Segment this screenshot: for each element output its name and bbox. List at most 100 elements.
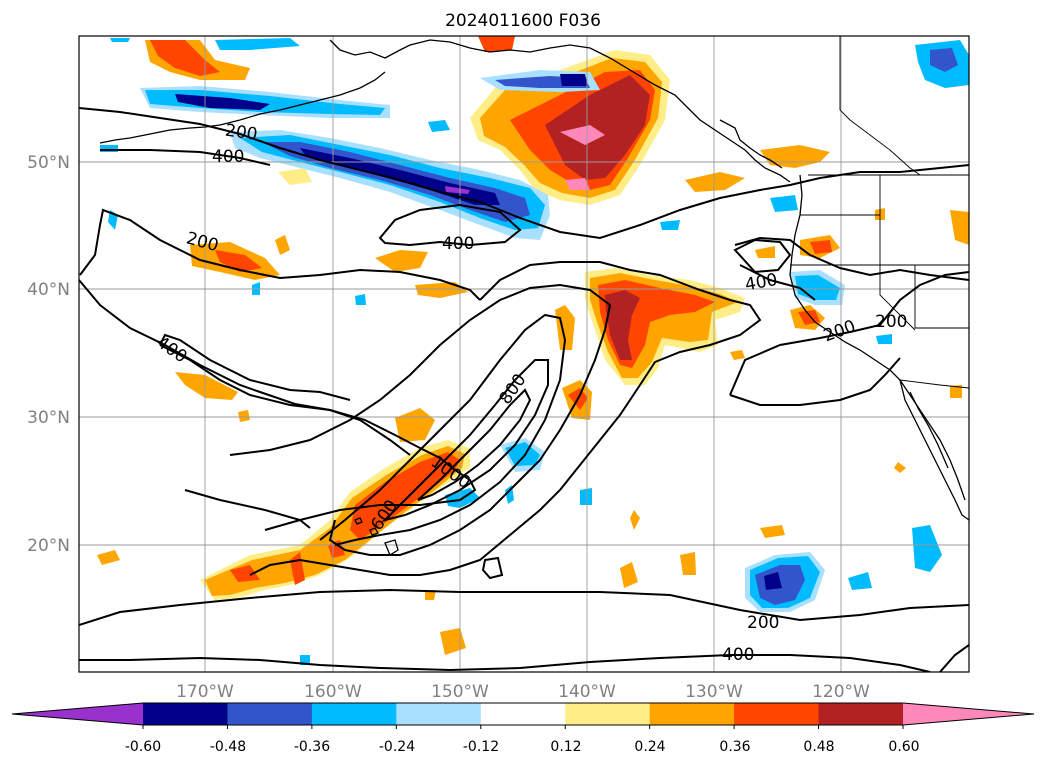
shade-iso-1 — [97, 550, 120, 565]
contour-800 — [381, 359, 549, 522]
colorbar-extend-min — [12, 703, 143, 725]
contour-400-midlat — [378, 203, 522, 247]
border-us-mexico — [899, 379, 969, 389]
border-alaska-canada — [839, 36, 921, 176]
lon-label: 130°W — [685, 682, 743, 702]
contour-label: 200 — [747, 613, 779, 633]
colorbar-segment — [143, 703, 228, 725]
shade-band50n-purple — [445, 186, 470, 194]
contour-200-north — [79, 107, 969, 240]
shade-cool-7 — [580, 488, 592, 505]
contour-200-coast — [734, 236, 969, 281]
shade-iso-2 — [440, 628, 466, 655]
coast-baja — [899, 379, 969, 521]
colorbar-segment — [734, 703, 820, 725]
shade-se-navy — [764, 572, 782, 590]
contour-1000 — [417, 388, 532, 501]
colorbar-tick-label: -0.60 — [125, 739, 161, 755]
colorbar-tick-label: -0.12 — [463, 739, 499, 755]
contour-200-closed-130w — [733, 238, 792, 274]
shade-iso-10 — [238, 410, 250, 422]
contours — [79, 107, 969, 672]
colorbar-tick-label: 0.24 — [634, 739, 665, 755]
border-state-ne — [879, 175, 969, 266]
shade-cool-11 — [876, 334, 892, 344]
colorbar-tick-label: -0.36 — [294, 739, 330, 755]
shade-cp-2 — [375, 250, 428, 272]
map-content: 200 400 400 200 400 800 1000 600 400 200… — [79, 36, 969, 672]
lat-label: 40°N — [27, 280, 70, 300]
lon-label: 140°W — [558, 682, 616, 702]
map-frame — [78, 35, 970, 673]
latitude-labels: 50°N 40°N 30°N 20°N — [27, 153, 70, 556]
shade-baja-cyan — [912, 525, 942, 572]
shade-jet-red2 — [230, 565, 260, 582]
shade-cp-5 — [395, 408, 435, 442]
shade-hawaii-tail — [175, 372, 238, 400]
shade-wc-1-red — [810, 240, 832, 254]
shade-cool-10 — [848, 572, 872, 590]
contour-400-plume — [229, 283, 612, 556]
contour-200-south — [79, 588, 969, 626]
shade-cool-5 — [252, 282, 260, 295]
colorbar-segment — [565, 703, 651, 725]
shade-iso-8 — [730, 350, 745, 360]
shade-145w-a — [555, 305, 575, 350]
coast-baja-inner — [909, 391, 949, 469]
colorbar-ticks: -0.60 -0.48 -0.36 -0.24 -0.12 0.12 0.24 … — [125, 739, 920, 755]
colorbar-segment — [311, 703, 397, 725]
coast-hawaii-small — [354, 517, 363, 525]
shade-canada-2 — [685, 172, 745, 192]
shade-top-tiny — [110, 38, 130, 42]
shade-cool-4 — [660, 220, 680, 230]
coast-us-west — [789, 174, 966, 501]
colorbar-segment — [818, 703, 904, 725]
shade-nw-corner-red — [150, 40, 220, 76]
longitude-labels: 170°W 160°W 150°W 140°W 130°W 120°W — [176, 682, 870, 702]
shade-band55n-navy — [175, 94, 270, 110]
contour-200-coast-inner — [729, 357, 901, 406]
contour-400-west-closing — [159, 333, 351, 401]
contour-label: 400 — [442, 234, 474, 254]
lon-label: 160°W — [304, 682, 362, 702]
coast-bc-islands — [719, 119, 783, 169]
contour-400-sw-closed — [184, 489, 311, 529]
shade-ne-corner-blue — [930, 48, 958, 72]
colorbar-segment — [649, 703, 735, 725]
colorbar-tick-label: 0.48 — [803, 739, 834, 755]
shade-iso-6 — [630, 510, 640, 530]
shade-gulf-alaska-darkred — [545, 75, 650, 180]
shade-wc-2 — [755, 246, 775, 258]
shade-cp-1-red — [215, 250, 262, 272]
colorbar — [11, 702, 1035, 729]
coast-hawaii-mid — [369, 527, 379, 536]
colorbar-segment — [480, 703, 566, 725]
contour-200-small-loop — [481, 556, 504, 580]
colorbar-tick-label: 0.12 — [550, 739, 581, 755]
coast-hawaii-big — [384, 539, 399, 556]
colorbar-tick-label: 0.36 — [719, 739, 750, 755]
contour-label: 200 — [875, 312, 907, 332]
contour-200-central — [79, 208, 481, 301]
shade-cool-9 — [300, 655, 310, 665]
shade-iso-3 — [620, 562, 638, 588]
contour-400-north — [100, 149, 271, 166]
colorbar-tick-label: -0.48 — [210, 739, 246, 755]
lat-label: 20°N — [27, 536, 70, 556]
contour-600 — [319, 313, 567, 546]
coast-alaska — [329, 39, 791, 183]
border-state-ca-nv — [879, 265, 916, 331]
shade-gulf-alaska-pink2 — [565, 178, 590, 190]
contour-400-south — [79, 654, 931, 672]
graticule — [79, 36, 969, 672]
shade-top-mid-navy — [560, 74, 588, 86]
shade-band-140w-darkred — [605, 290, 640, 360]
shade-cool-6 — [355, 294, 366, 305]
colorbar-tick-label: 0.60 — [888, 739, 919, 755]
shade-cool-25n-c — [505, 442, 540, 466]
shade-iso-5 — [760, 525, 785, 538]
contour-200-plume-east — [249, 261, 762, 576]
shade-cp-4 — [275, 235, 290, 255]
